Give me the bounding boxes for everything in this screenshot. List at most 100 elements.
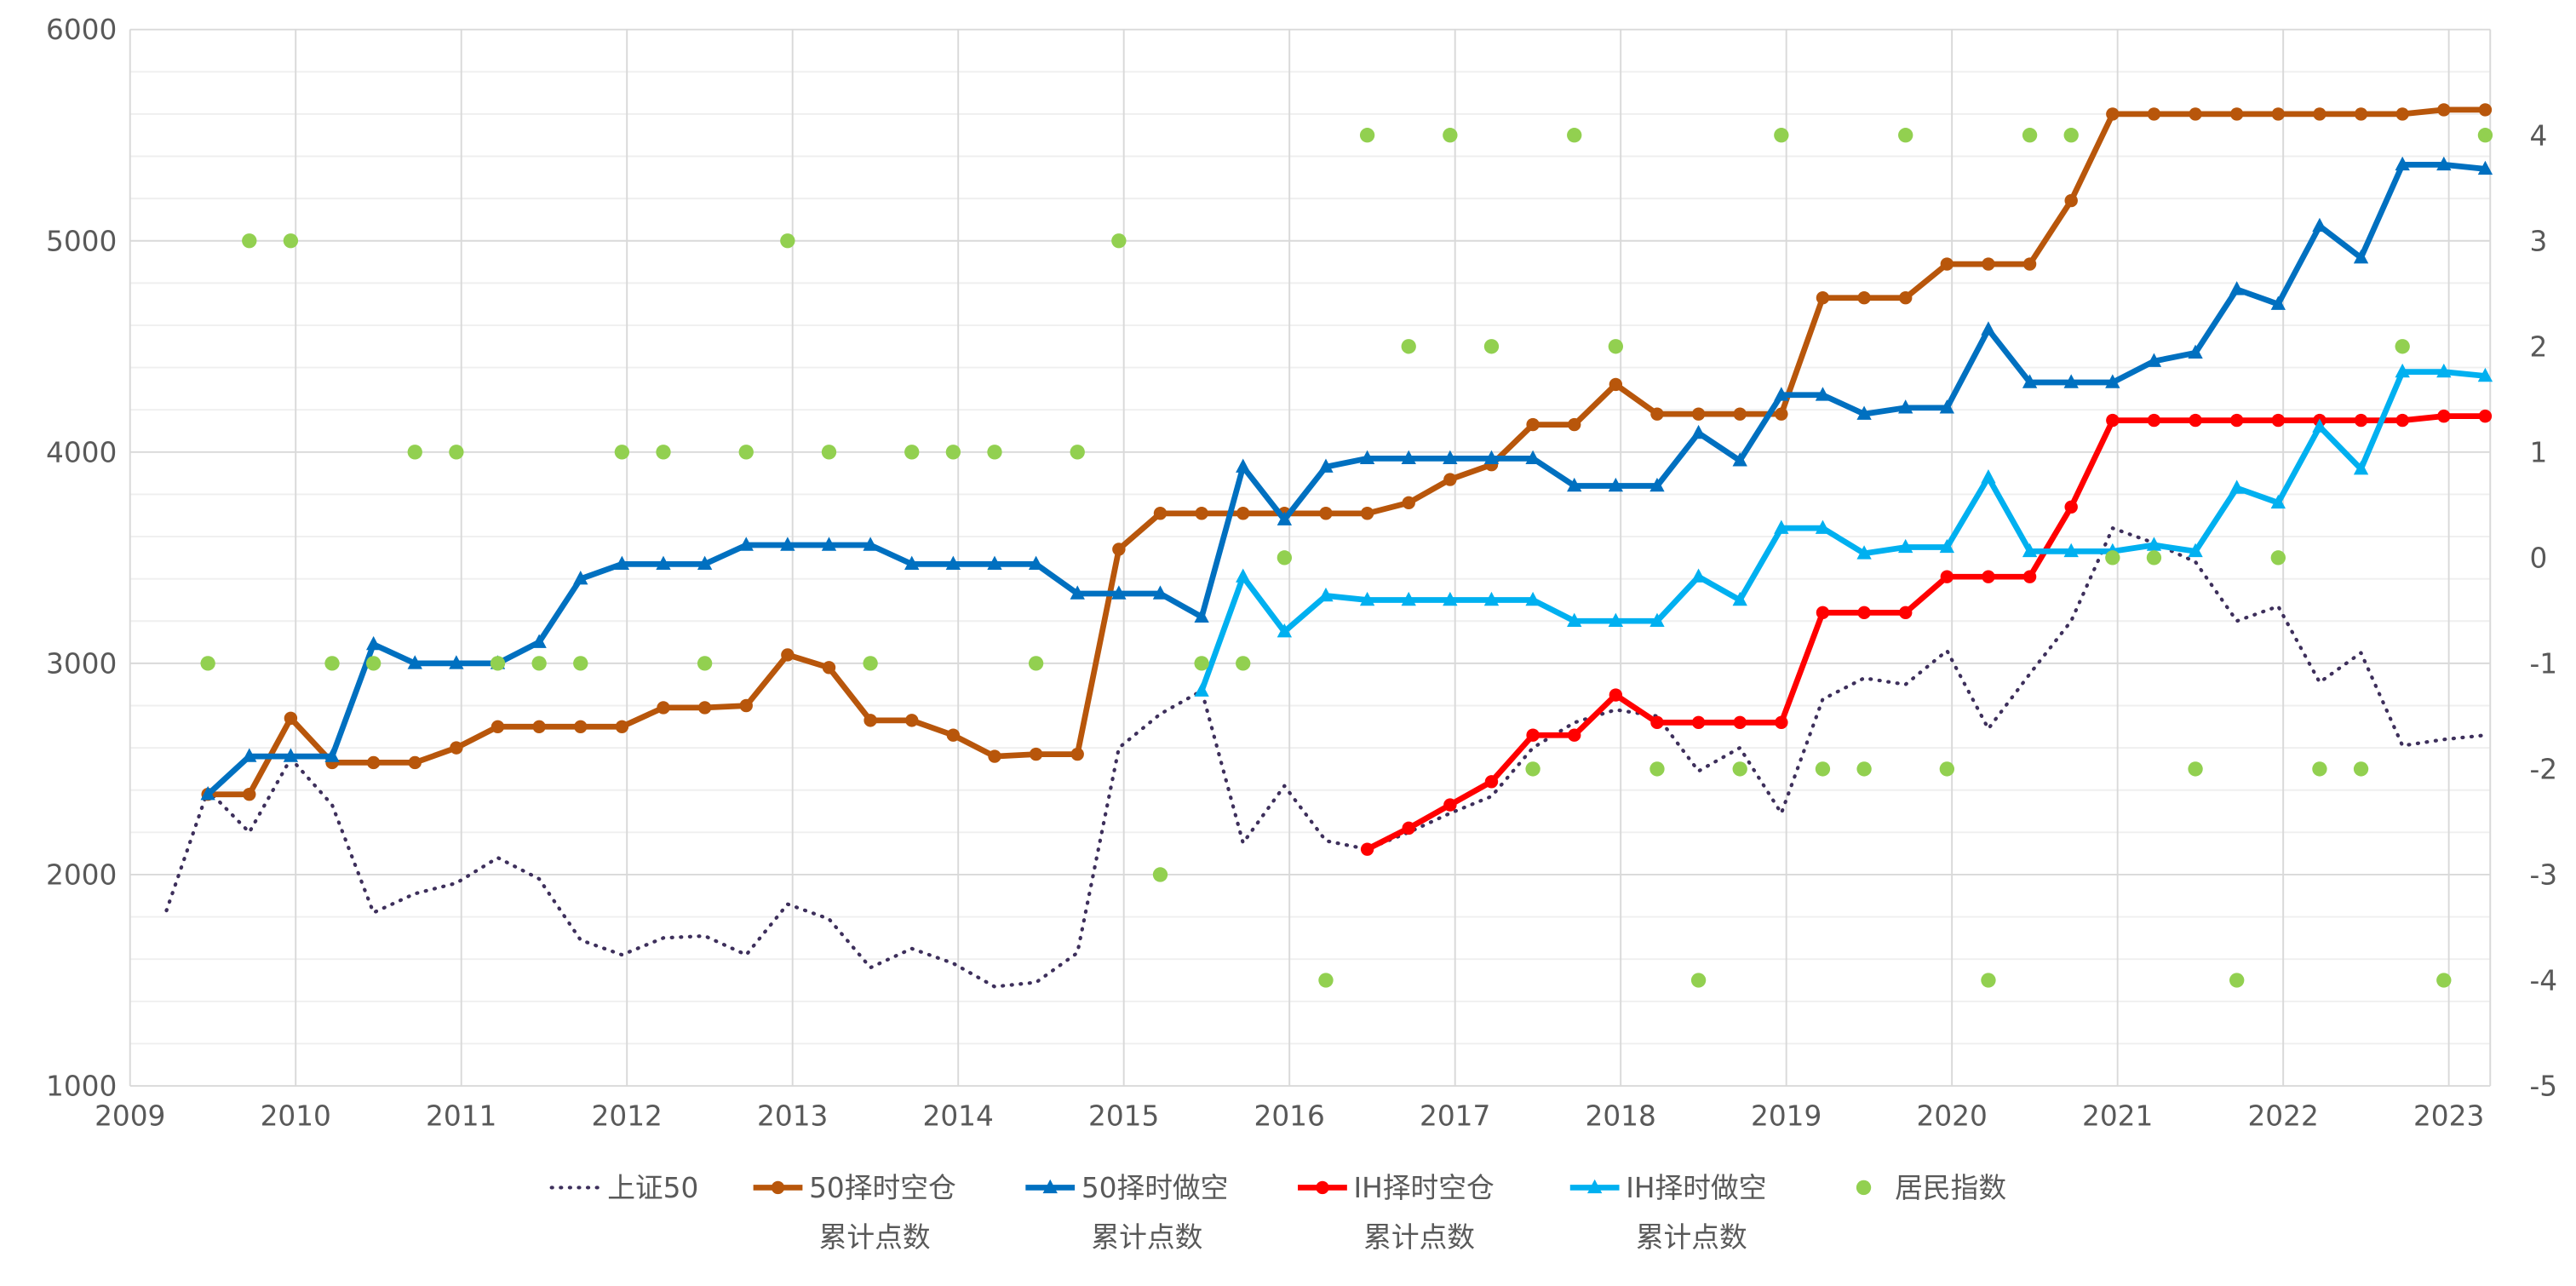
data-point: [1360, 507, 1374, 520]
x-tick-label: 2023: [2413, 1099, 2484, 1132]
data-point: [1649, 761, 1665, 777]
data-point: [1236, 458, 1251, 473]
data-point: [1898, 399, 1913, 414]
data-point: [2063, 374, 2079, 388]
series-line: [1199, 369, 2486, 692]
y-left-tick-label: 2000: [46, 859, 117, 892]
data-point: [1732, 452, 1747, 467]
data-point: [1898, 538, 1913, 554]
data-point: [1318, 973, 1334, 988]
x-tick-label: 2012: [592, 1099, 663, 1132]
data-point: [284, 711, 298, 726]
data-point: [905, 714, 919, 727]
data-point: [2146, 353, 2162, 367]
data-point: [2477, 128, 2493, 143]
data-point: [407, 445, 422, 460]
data-point: [1690, 973, 1707, 988]
data-point: [1775, 715, 1788, 730]
data-point: [2147, 107, 2161, 121]
data-point: [1608, 612, 1624, 628]
data-point: [1483, 450, 1500, 464]
series-3: [1360, 409, 2493, 856]
x-tick-label: 2019: [1751, 1099, 1822, 1132]
data-point: [1815, 387, 1831, 401]
data-point: [1111, 233, 1127, 249]
data-point: [1402, 496, 1415, 510]
series-1: [201, 103, 2493, 801]
data-point: [1277, 511, 1293, 525]
data-point: [2146, 537, 2162, 551]
legend-label-line2: 累计点数: [819, 1221, 931, 1254]
data-point: [1733, 407, 1747, 421]
legend-marker: [1316, 1180, 1329, 1195]
data-point: [1650, 715, 1664, 730]
data-point: [1609, 688, 1623, 702]
data-point: [2271, 413, 2286, 428]
data-point: [1525, 591, 1540, 606]
x-tick-label: 2011: [426, 1099, 496, 1132]
series-0: [164, 526, 2487, 989]
data-point: [324, 656, 340, 671]
data-point: [1277, 623, 1293, 638]
legend-item: 上证50: [549, 1172, 698, 1204]
data-point: [2312, 761, 2327, 777]
data-point: [243, 787, 256, 801]
y-left-tick-label: 1000: [46, 1071, 117, 1103]
data-point: [2270, 550, 2286, 565]
data-point: [1236, 507, 1250, 520]
data-point: [1236, 568, 1251, 583]
data-point: [366, 755, 381, 770]
data-point: [1484, 775, 1499, 789]
data-point: [1152, 867, 1168, 882]
data-point: [2229, 281, 2245, 296]
data-point: [2188, 344, 2203, 359]
legend-label: 上证50: [607, 1172, 698, 1204]
data-point: [2436, 363, 2452, 378]
data-point: [1319, 507, 1333, 520]
data-point: [697, 656, 713, 671]
data-point: [1359, 591, 1375, 606]
data-point: [2270, 296, 2286, 310]
x-tick-label: 2018: [1586, 1099, 1656, 1132]
data-point: [2312, 217, 2327, 233]
data-point: [2147, 413, 2161, 428]
data-point: [2354, 107, 2368, 121]
data-point: [1028, 555, 1044, 571]
series-line: [164, 526, 2487, 989]
data-point: [2354, 413, 2368, 428]
data-point: [1567, 612, 1582, 628]
data-point: [2064, 500, 2078, 514]
x-tick-label: 2009: [95, 1099, 165, 1132]
data-point: [2022, 128, 2038, 143]
y-left-tick-label: 4000: [46, 436, 117, 468]
data-point: [2022, 570, 2037, 583]
data-point: [532, 720, 546, 734]
data-point: [2229, 973, 2245, 988]
y-right-tick-label: 4: [2529, 119, 2547, 152]
x-tick-label: 2022: [2247, 1099, 2318, 1132]
series-line: [208, 106, 2486, 798]
data-point: [904, 445, 920, 460]
data-point: [283, 748, 299, 762]
legend-label: 居民指数: [1895, 1172, 2006, 1204]
data-point: [283, 233, 299, 249]
data-point: [1857, 291, 1871, 305]
data-point: [2395, 107, 2409, 121]
y-left-tick-label: 3000: [46, 647, 117, 680]
data-point: [1939, 538, 1954, 554]
data-point: [1028, 656, 1044, 671]
data-point: [449, 655, 464, 669]
data-point: [1815, 761, 1831, 777]
y-left-tick-label: 6000: [46, 14, 117, 46]
data-point: [1112, 543, 1126, 556]
data-point: [657, 701, 670, 715]
data-point: [1816, 606, 1830, 620]
data-point: [2436, 973, 2452, 988]
data-point: [531, 634, 547, 648]
data-point: [1981, 321, 1996, 336]
